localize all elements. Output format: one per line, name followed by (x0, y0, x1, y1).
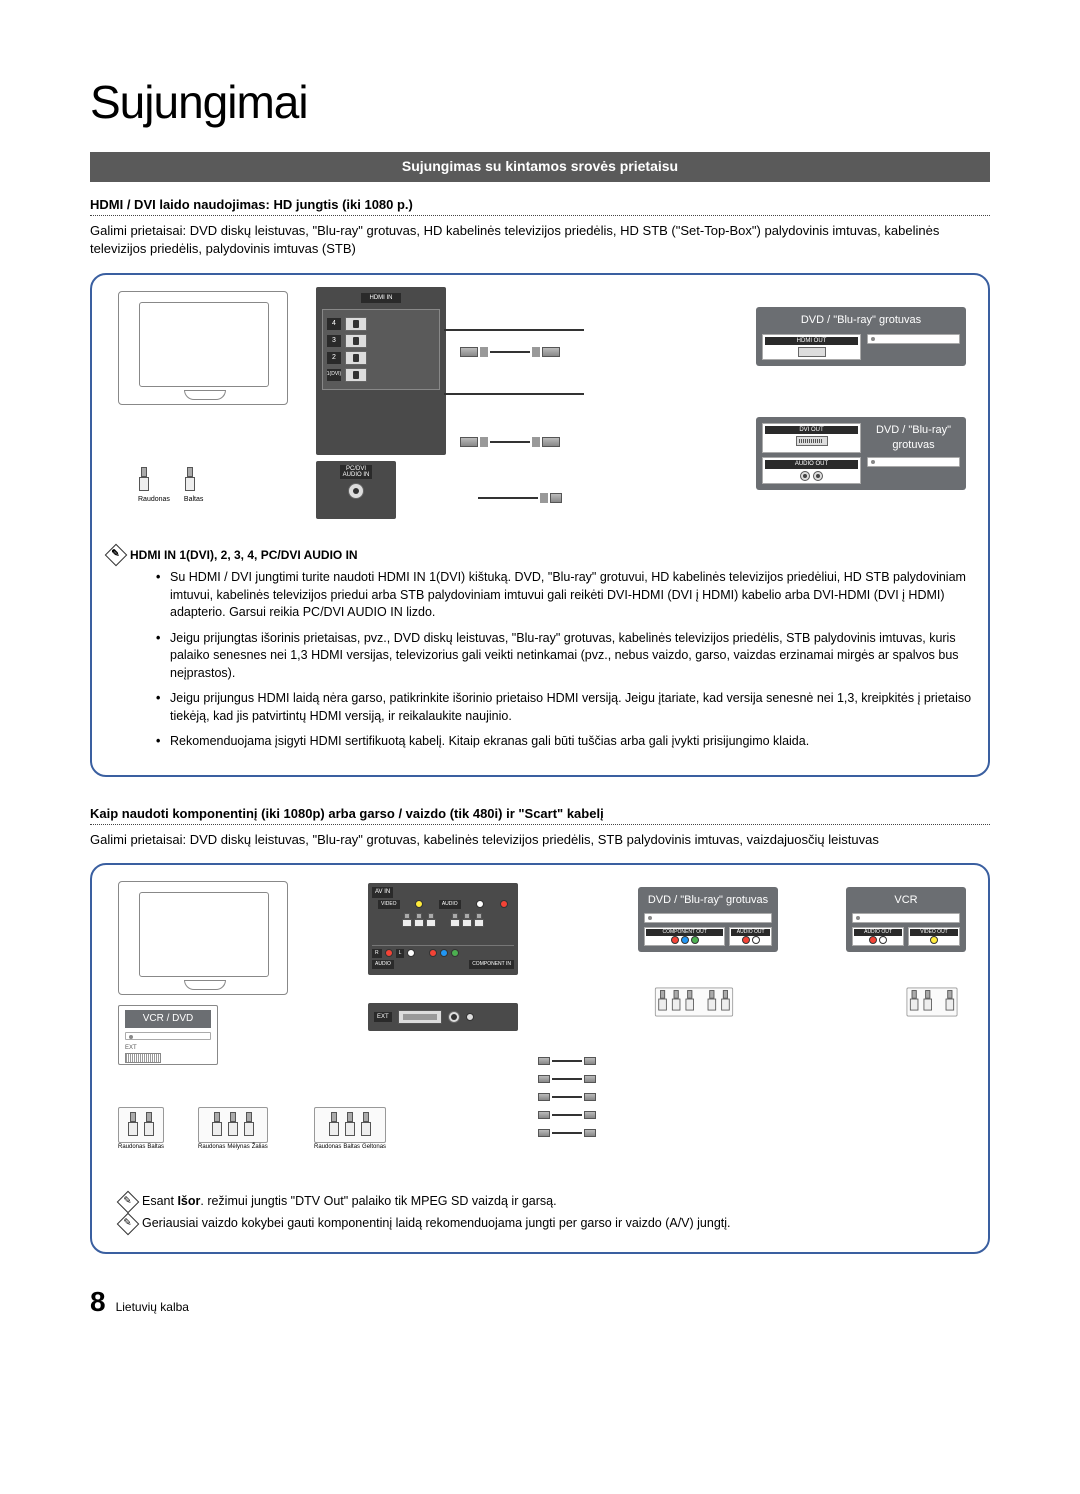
hdmi-diagram-box: HDMI IN 4 3 2 1(DVI) PC/DVI AUDIO IN Rau… (90, 273, 990, 777)
right-plugs-2 (907, 988, 958, 1017)
page-language: Lietuvių kalba (116, 1299, 189, 1316)
av-panel: AV IN VIDEO AUDIO (368, 883, 518, 974)
hdmi-out-label: HDMI OUT (765, 337, 858, 345)
device1-label: DVD / "Blu-ray" grotuvas (762, 313, 960, 328)
pc-dvi-label: PC/DVI AUDIO IN (340, 465, 373, 479)
hdmi-intro: Galimi prietaisai: DVD diskų leistuvas, … (90, 222, 990, 258)
comp-out-label: COMPONENT OUT (646, 929, 723, 936)
plug-group-2: Raudonas Mėlynas Žalias (198, 1107, 268, 1151)
vcr-dvd-label: VCR / DVD (125, 1010, 211, 1028)
hdmi-diagram: HDMI IN 4 3 2 1(DVI) PC/DVI AUDIO IN Rau… (108, 287, 972, 537)
port-2: 2 (327, 352, 341, 364)
comp-in-label: COMPONENT IN (469, 960, 514, 969)
plug-group-3: Raudonas Baltas Geltonas (314, 1107, 386, 1151)
component-subtitle: Kaip naudoti komponentinį (iki 1080p) ar… (90, 805, 990, 825)
ext-panel: EXT (368, 1003, 518, 1031)
note-heading-text: HDMI IN 1(DVI), 2, 3, 4, PC/DVI AUDIO IN (130, 547, 358, 564)
cable-stack (538, 1057, 596, 1137)
plug-group-1: Raudonas Baltas (118, 1107, 164, 1151)
page-number: 8 (90, 1282, 106, 1321)
device-bluray-1: DVD / "Blu-ray" grotuvas HDMI OUT (756, 307, 966, 367)
audio-plugs: Raudonas Baltas (138, 467, 203, 505)
section-header-bar: Sujungimas su kintamos srovės prietaisu (90, 152, 990, 182)
audio-in-panel: PC/DVI AUDIO IN (316, 461, 396, 519)
bullet-3: Jeigu prijungus HDMI laidą nėra garso, p… (156, 690, 972, 725)
page-footer: 8 Lietuvių kalba (90, 1282, 990, 1321)
video-out-label: VIDEO OUT (910, 929, 958, 936)
video-lbl: VIDEO (378, 900, 400, 909)
device-vcr: VCR AUDIO OUT VIDEO OUT (846, 887, 966, 951)
plug-red-label: Raudonas (138, 495, 170, 505)
component-note-1: Esant Išor. režimui jungtis "DTV Out" pa… (120, 1193, 972, 1211)
dvd-label: DVD / "Blu-ray" grotuvas (644, 893, 772, 908)
tv-icon (118, 291, 288, 405)
component-note-2: Geriausiai vaizdo kokybei gauti komponen… (120, 1215, 972, 1233)
plug-white-label: Baltas (184, 495, 203, 505)
hdmi-section: HDMI / DVI laido naudojimas: HD jungtis … (90, 196, 990, 777)
component-section: Kaip naudoti komponentinį (iki 1080p) ar… (90, 805, 990, 1254)
component-intro: Galimi prietaisai: DVD diskų leistuvas, … (90, 831, 990, 849)
device2-label: DVD / "Blu-ray" grotuvas (867, 423, 960, 454)
component-diagram: VCR / DVD EXT AV IN VIDEO AUDIO (108, 877, 972, 1187)
bullet-1: Su HDMI / DVI jungtimi turite naudoti HD… (156, 569, 972, 622)
audio-lbl: AUDIO (439, 900, 461, 909)
note-icon (117, 1212, 140, 1235)
note-icon (117, 1191, 140, 1214)
ext-label: EXT (374, 1012, 392, 1022)
av-in-label: AV IN (372, 887, 393, 897)
hdmi-bullets: Su HDMI / DVI jungtimi turite naudoti HD… (156, 569, 972, 751)
hdmi-note-heading: HDMI IN 1(DVI), 2, 3, 4, PC/DVI AUDIO IN (108, 547, 972, 564)
right-plugs-1 (655, 988, 733, 1017)
page-title: Sujungimai (90, 70, 990, 134)
bullet-2: Jeigu prijungtas išorinis prietaisas, pv… (156, 630, 972, 683)
vcr-label: VCR (852, 893, 960, 908)
device-bluray-2: DVI OUT DVD / "Blu-ray" grotuvas AUDIO O… (756, 417, 966, 490)
device-bluray-3: DVD / "Blu-ray" grotuvas COMPONENT OUT A… (638, 887, 778, 951)
bullet-4: Rekomenduojama įsigyti HDMI sertifikuotą… (156, 733, 972, 751)
tv-icon-2 (118, 881, 288, 995)
vcr-dvd-box: VCR / DVD EXT (118, 1005, 218, 1065)
port-4: 4 (327, 318, 341, 330)
hdmi-port-panel: HDMI IN 4 3 2 1(DVI) (316, 287, 446, 455)
hdmi-in-label: HDMI IN (361, 293, 401, 303)
port-3: 3 (327, 335, 341, 347)
port-1dvi: 1(DVI) (327, 369, 341, 381)
note-icon (105, 544, 128, 567)
hdmi-subtitle: HDMI / DVI laido naudojimas: HD jungtis … (90, 196, 990, 216)
component-diagram-box: VCR / DVD EXT AV IN VIDEO AUDIO (90, 863, 990, 1254)
dvi-out-label: DVI OUT (765, 426, 858, 434)
audio-out-label: AUDIO OUT (765, 460, 858, 468)
